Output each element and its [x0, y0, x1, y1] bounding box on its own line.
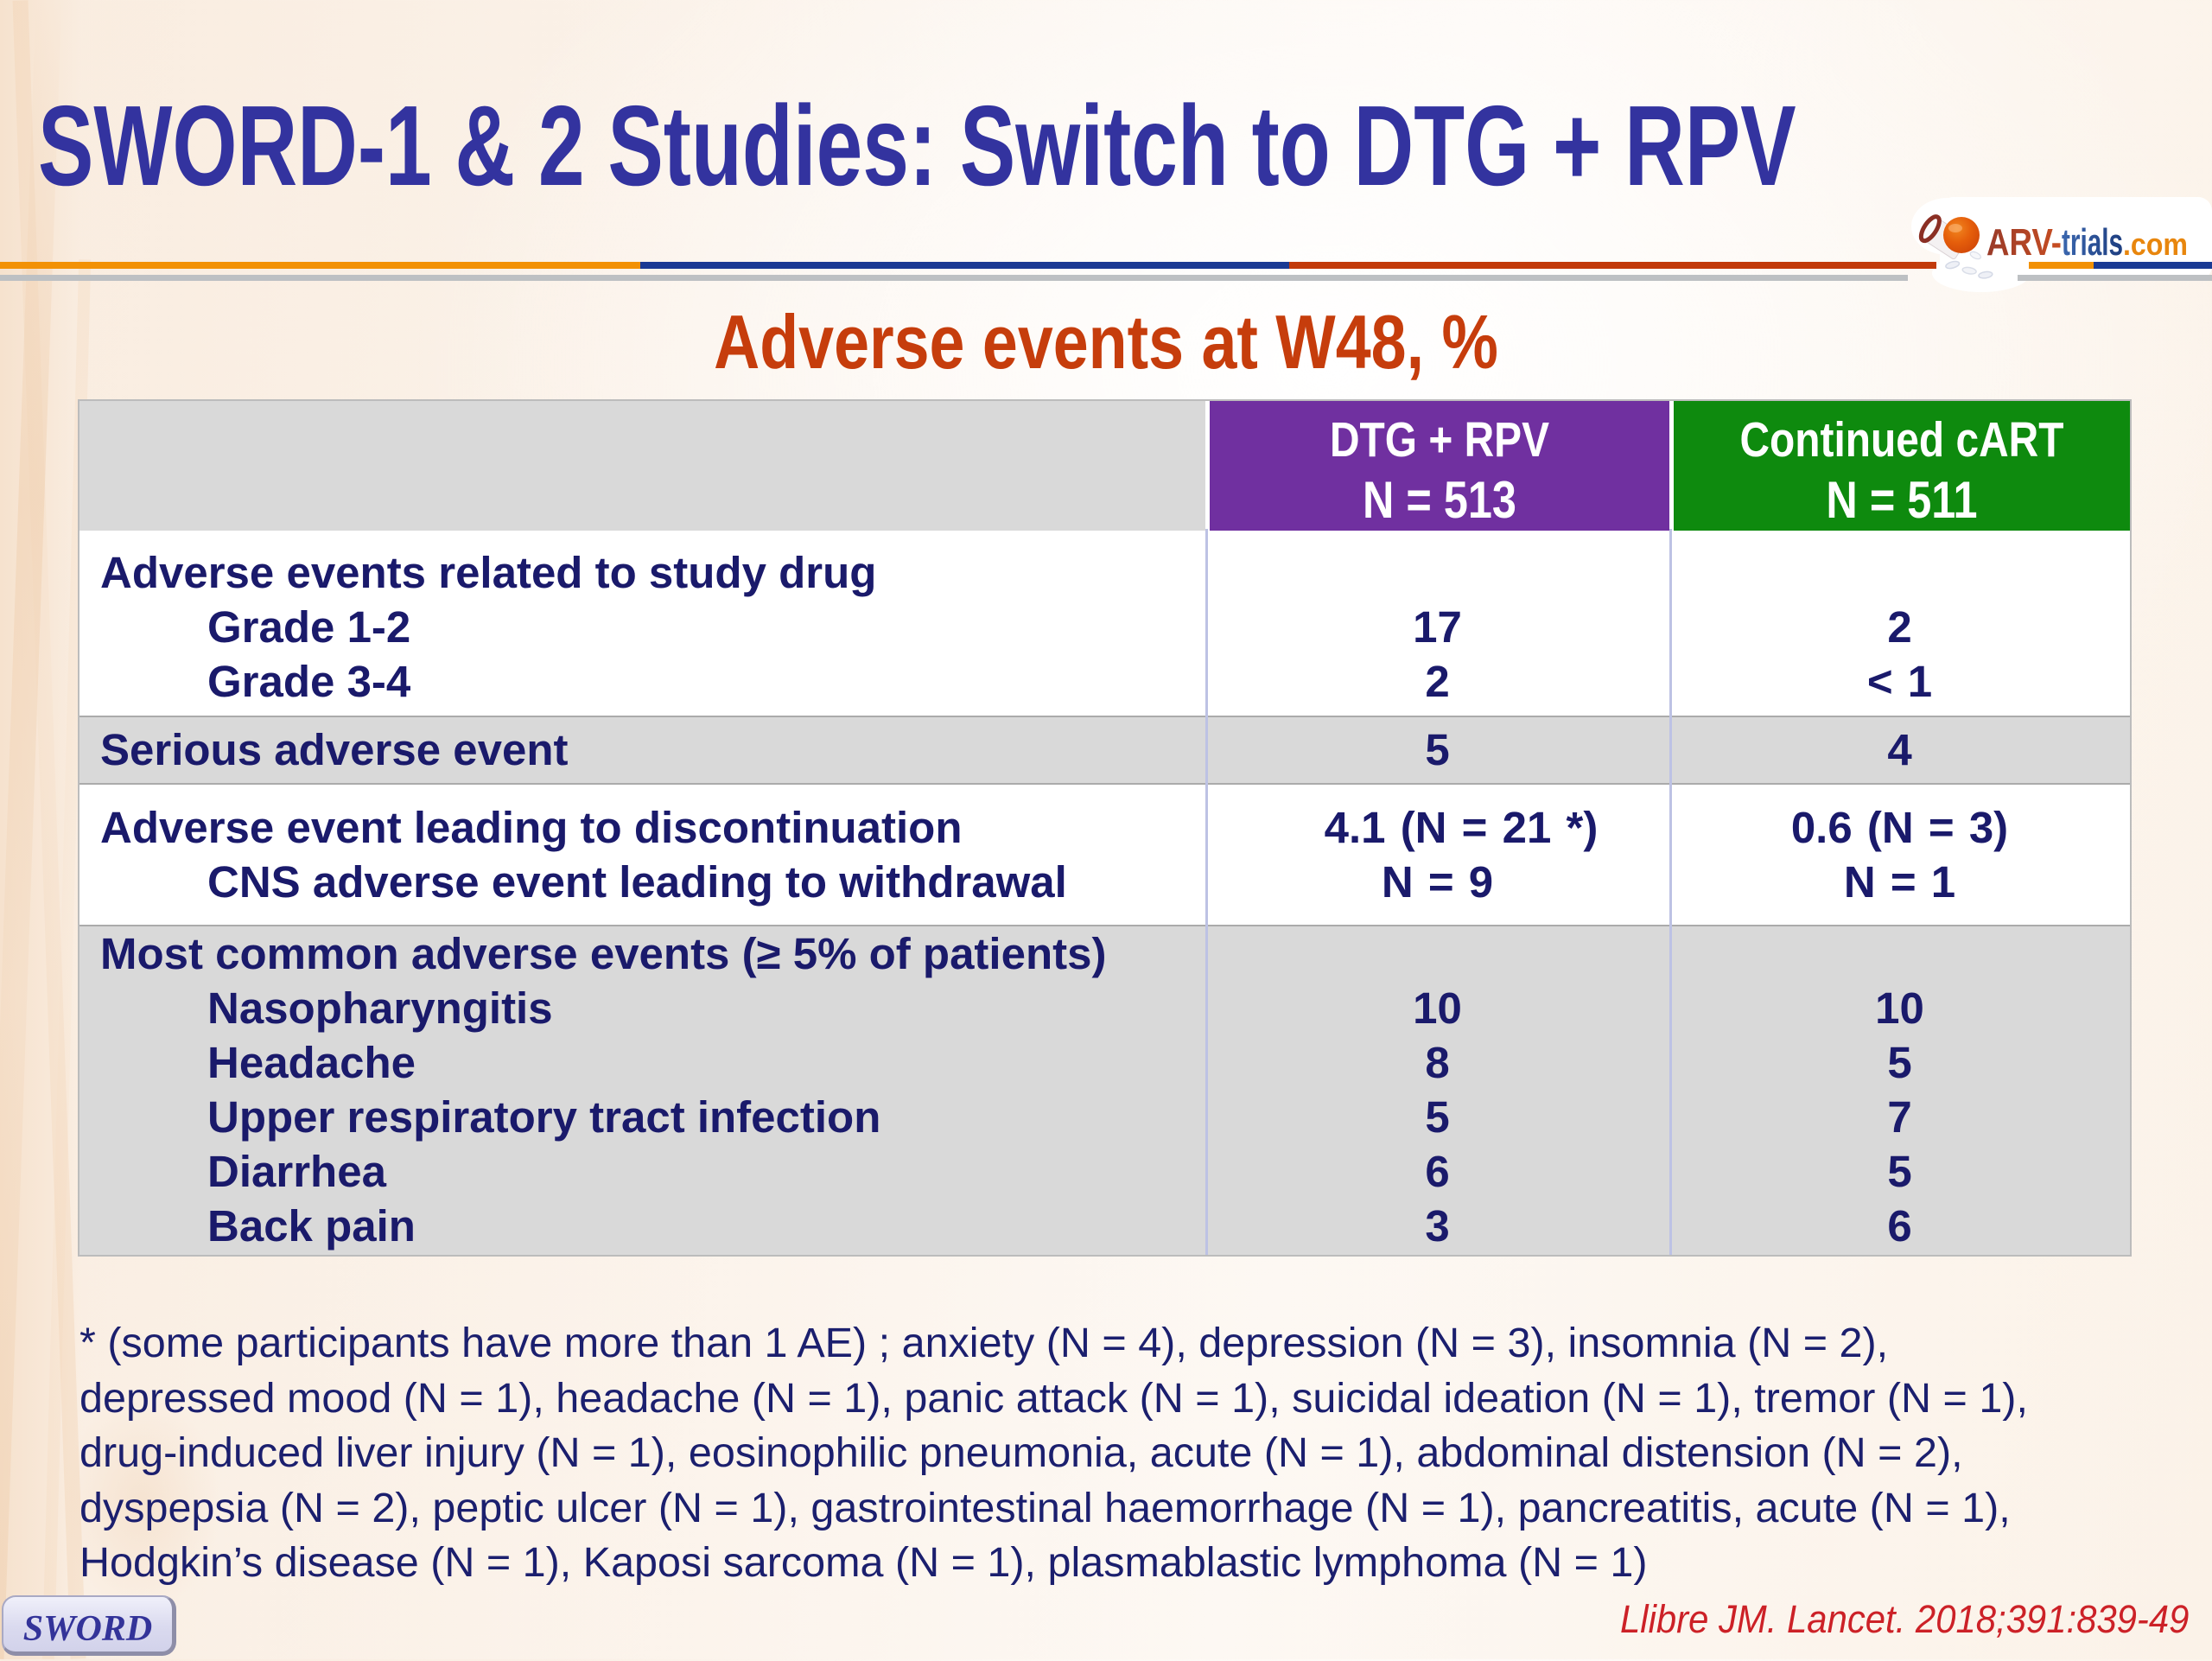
svg-text:trials: trials [2062, 221, 2123, 264]
svg-text:ARV-: ARV- [1986, 221, 2062, 264]
svg-text:.com: .com [2123, 226, 2188, 262]
